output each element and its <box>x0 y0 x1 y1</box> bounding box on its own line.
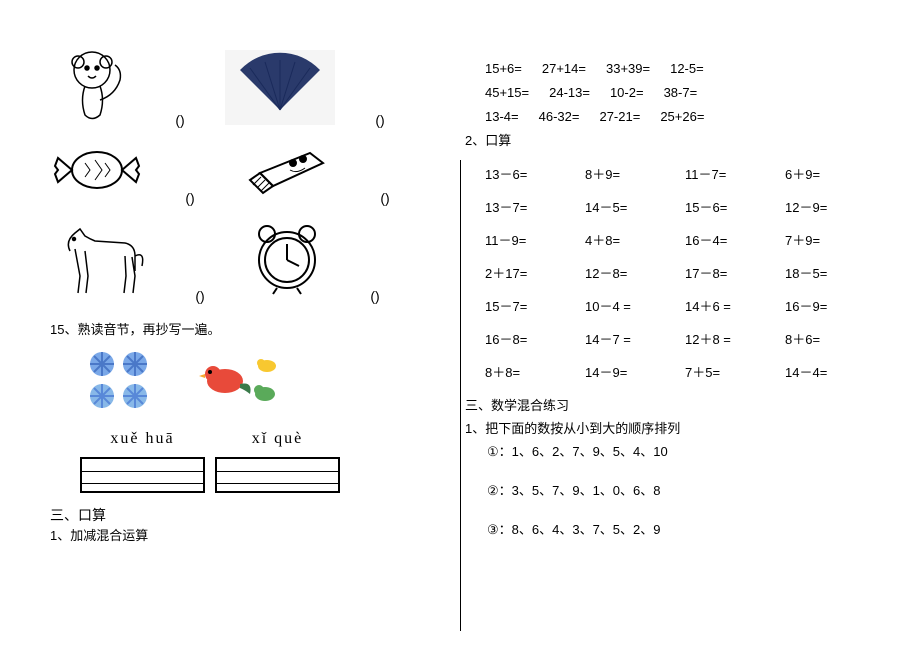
eq: 15－7= <box>485 296 585 315</box>
right-section3-sub1: 1、把下面的数按从小到大的顺序排列 <box>465 418 900 437</box>
image-row-2 <box>50 138 450 206</box>
eq: 12-5= <box>670 61 704 76</box>
eq: 14＋6 = <box>685 296 785 315</box>
eq: 13－7= <box>485 197 585 216</box>
eq: 38-7= <box>664 85 698 100</box>
eq: 13-4= <box>485 109 519 124</box>
blank-paren <box>330 288 420 304</box>
fan-icon <box>225 50 335 128</box>
eq: 27+14= <box>542 61 586 76</box>
eq: 13－6= <box>485 164 585 183</box>
eq: 27-21= <box>599 109 640 124</box>
horse-icon <box>50 221 155 304</box>
eq: 15－6= <box>685 197 785 216</box>
eq: 6＋9= <box>785 164 885 183</box>
pinyin-1: xuě huā <box>80 430 205 448</box>
eq: 12－8= <box>585 263 685 282</box>
eq: 17－8= <box>685 263 785 282</box>
eq: 24-13= <box>549 85 590 100</box>
eq: 14－9= <box>585 362 685 381</box>
blank-paren <box>145 190 235 206</box>
candy-icon <box>50 138 145 206</box>
eq: 11－9= <box>485 230 585 249</box>
eq: 18－5= <box>785 263 885 282</box>
eq: 16－8= <box>485 329 585 348</box>
eq: 12－9= <box>785 197 885 216</box>
image-row-1 <box>50 40 450 128</box>
sequence-2: ②：3、5、7、9、1、0、6、8 <box>487 480 900 499</box>
eq: 10-2= <box>610 85 644 100</box>
blank-paren <box>340 190 430 206</box>
eq: 8＋6= <box>785 329 885 348</box>
eq: 45+15= <box>485 85 529 100</box>
image-row-3 <box>50 216 450 304</box>
pinyin-2: xǐ què <box>215 430 340 448</box>
eq: 16－9= <box>785 296 885 315</box>
equation-grid: 13－6=8＋9=11－7=6＋9= 13－7=14－5=15－6=12－9= … <box>485 164 900 381</box>
writing-grid-1 <box>80 457 205 493</box>
blank-paren <box>335 112 425 128</box>
writing-grid-2 <box>215 457 340 493</box>
eq: 12＋8 = <box>685 329 785 348</box>
left-section3-sub1: 1、加减混合运算 <box>50 525 450 544</box>
eq: 11－7= <box>685 164 785 183</box>
blank-paren <box>155 288 245 304</box>
eq: 8＋8= <box>485 362 585 381</box>
eq: 16－4= <box>685 230 785 249</box>
sequence-3: ③：8、6、4、3、7、5、2、9 <box>487 519 900 538</box>
blank-paren <box>135 112 225 128</box>
left-section3-title: 三、口算 <box>50 505 450 525</box>
top-equation-block: 15+6= 27+14= 33+39= 12-5= 45+15= 24-13= 10-2=… <box>485 60 900 124</box>
clock-icon <box>245 216 330 304</box>
eq: 7＋9= <box>785 230 885 249</box>
eq: 10－4 = <box>585 296 685 315</box>
brush-icon <box>235 138 340 206</box>
sequence-1: ①：1、6、2、7、9、5、4、10 <box>487 441 900 460</box>
monkey-icon <box>50 40 135 128</box>
eq: 7＋5= <box>685 362 785 381</box>
eq: 14－7 = <box>585 329 685 348</box>
eq: 8＋9= <box>585 164 685 183</box>
eq: 4＋8= <box>585 230 685 249</box>
q15-text: 15、熟读音节，再抄写一遍。 <box>50 319 450 338</box>
eq: 14－5= <box>585 197 685 216</box>
eq: 14－4= <box>785 362 885 381</box>
right-column: 15+6= 27+14= 33+39= 12-5= 45+15= 24-13= 10-2=… <box>460 0 920 651</box>
eq: 33+39= <box>606 61 650 76</box>
q2-title: 2、口算 <box>465 130 900 149</box>
eq: 25+26= <box>660 109 704 124</box>
eq: 46-32= <box>539 109 580 124</box>
eq: 15+6= <box>485 61 522 76</box>
right-section3-title: 三、数学混合练习 <box>465 395 900 414</box>
eq: 2＋17= <box>485 263 585 282</box>
magpie-icon <box>195 346 290 419</box>
left-column: 15、熟读音节，再抄写一遍。 xuě huā xǐ què <box>0 0 460 651</box>
snowflake-icon <box>80 346 175 419</box>
